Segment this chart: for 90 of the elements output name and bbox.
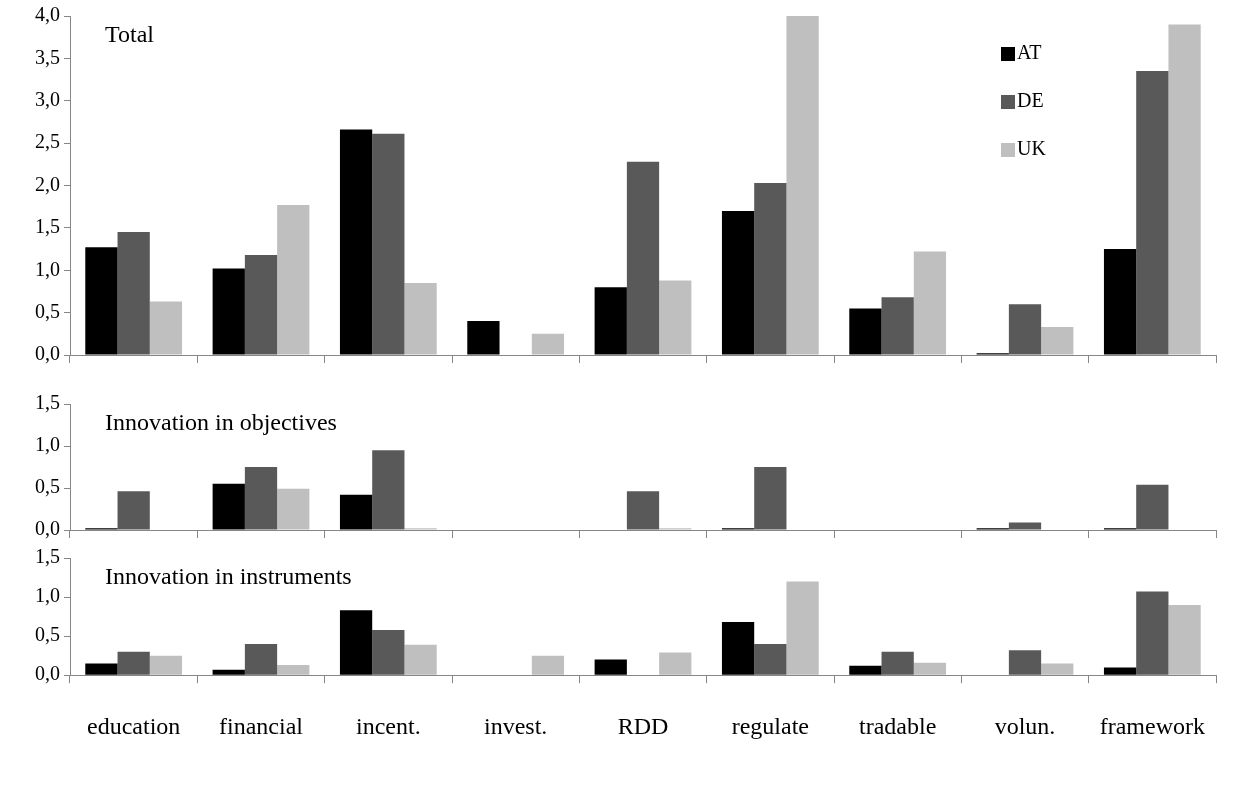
bar <box>881 651 914 675</box>
bar <box>339 129 373 355</box>
bar <box>372 629 405 675</box>
bar <box>339 494 373 530</box>
bar <box>117 232 150 355</box>
y-tick-label: 1,5 <box>35 391 60 414</box>
bar <box>626 491 660 530</box>
bar <box>721 210 755 355</box>
x-tick-label: regulate <box>731 712 809 739</box>
bar <box>212 669 245 675</box>
bar <box>754 643 787 675</box>
y-tick-label: 1,0 <box>35 584 60 607</box>
bar <box>277 204 310 355</box>
y-tick-label: 2,5 <box>35 130 60 153</box>
bar <box>212 483 245 530</box>
y-tick-label: 1,5 <box>35 215 60 238</box>
bar <box>372 133 405 355</box>
y-tick-label: 0,0 <box>35 662 60 685</box>
y-tick-label: 3,5 <box>35 45 60 68</box>
bar <box>1008 650 1042 675</box>
bar <box>212 268 245 355</box>
bar <box>1136 484 1169 530</box>
bar <box>913 251 947 355</box>
bar <box>531 333 565 355</box>
bar <box>1168 24 1201 355</box>
bar <box>244 255 278 355</box>
bar <box>786 581 819 675</box>
x-tick-label: invest. <box>484 712 548 739</box>
bar <box>117 491 150 530</box>
bar <box>149 655 183 675</box>
bar <box>881 297 914 355</box>
bar <box>1041 663 1074 675</box>
bar <box>531 655 565 675</box>
x-tick-label: framework <box>1099 712 1205 739</box>
bar <box>1041 327 1074 355</box>
legend-label: UK <box>1017 137 1047 160</box>
bar <box>594 659 627 675</box>
x-tick-label: volun. <box>994 712 1056 739</box>
chart-title: Innovation in objectives <box>105 409 337 436</box>
y-tick-label: 0,5 <box>35 475 60 498</box>
bar <box>849 308 882 355</box>
bar <box>277 665 310 675</box>
bar <box>85 663 118 675</box>
bar <box>467 321 500 355</box>
chart-title: Innovation in instruments <box>105 563 352 590</box>
bar <box>659 652 692 675</box>
legend-label: AT <box>1017 41 1042 64</box>
bar <box>372 450 405 530</box>
bar <box>913 662 947 675</box>
bar <box>244 643 278 675</box>
bar <box>754 467 787 530</box>
bar <box>277 488 310 530</box>
bar <box>117 651 150 675</box>
y-tick-label: 4,0 <box>35 3 60 26</box>
bar <box>1103 667 1137 675</box>
x-tick-label: financial <box>219 712 304 739</box>
bar <box>849 665 882 675</box>
bar <box>659 280 692 355</box>
bar <box>786 16 819 355</box>
bar <box>404 282 437 355</box>
bar <box>626 161 660 355</box>
y-tick-label: 0,5 <box>35 299 60 322</box>
bar <box>594 287 627 355</box>
y-tick-label: 1,0 <box>35 433 60 456</box>
bar <box>85 247 118 355</box>
bar <box>1103 249 1137 355</box>
chart-title: Total <box>105 21 155 48</box>
y-tick-label: 0,0 <box>35 342 60 365</box>
y-tick-label: 1,0 <box>35 257 60 280</box>
y-tick-label: 2,0 <box>35 172 60 195</box>
bar <box>339 610 373 675</box>
bar <box>1136 591 1169 675</box>
bar <box>1008 304 1042 355</box>
bar <box>244 467 278 530</box>
x-tick-label: education <box>87 712 181 739</box>
bar <box>1008 522 1042 530</box>
bar <box>1136 71 1169 355</box>
bar <box>1168 604 1201 675</box>
bar <box>754 182 787 355</box>
bar <box>721 622 755 675</box>
bar <box>149 301 183 355</box>
y-tick-label: 1,5 <box>35 545 60 568</box>
y-tick-label: 0,0 <box>35 517 60 540</box>
legend-label: DE <box>1017 89 1044 112</box>
y-tick-label: 3,0 <box>35 88 60 110</box>
x-tick-label: tradable <box>859 712 937 739</box>
bar <box>404 644 437 675</box>
x-tick-label: incent. <box>356 712 421 739</box>
x-tick-label: RDD <box>617 712 669 739</box>
y-tick-label: 0,5 <box>35 623 60 646</box>
